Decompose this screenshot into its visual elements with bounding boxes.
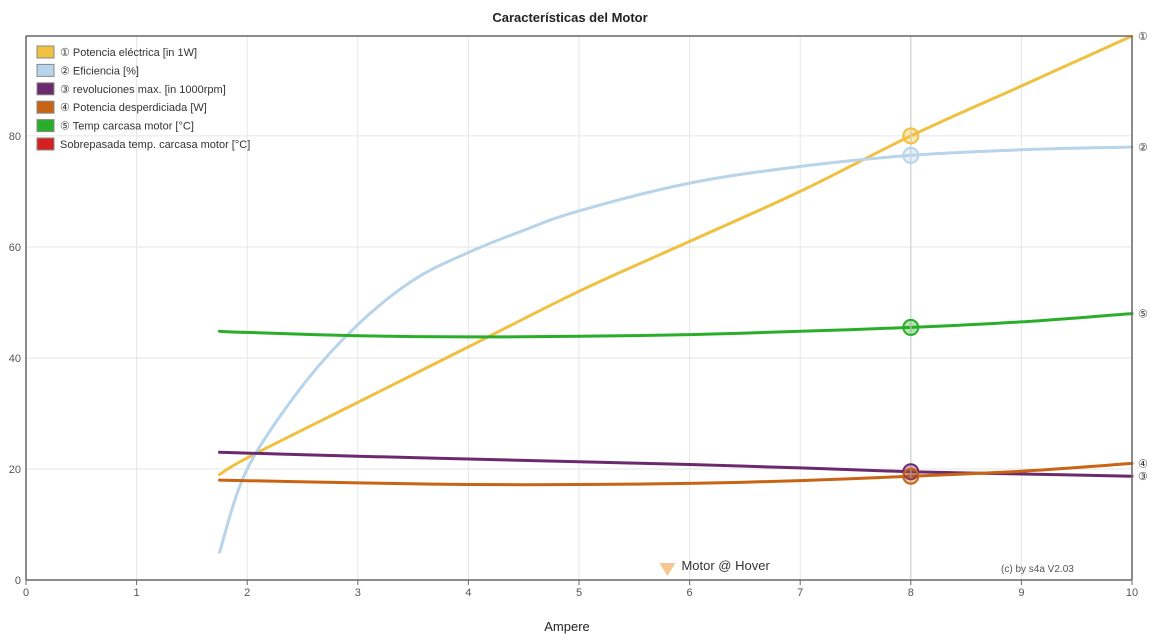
axes: 0 1 2 3 4 5 6 7 8 9 10 0 20 40 60 80 bbox=[9, 35, 1138, 599]
x-tick-label: 9 bbox=[1018, 587, 1024, 599]
legend-swatch bbox=[36, 100, 55, 114]
grid bbox=[26, 36, 1133, 580]
x-tick-label: 8 bbox=[908, 587, 914, 599]
hover-label: Motor @ Hover bbox=[681, 558, 770, 573]
x-tick-label: 7 bbox=[797, 587, 803, 599]
x-tick-label: 0 bbox=[23, 587, 29, 599]
x-tick-label: 5 bbox=[576, 587, 582, 599]
y-tick-label: 60 bbox=[9, 242, 21, 254]
legend-swatch bbox=[36, 82, 55, 96]
legend-swatch bbox=[36, 45, 55, 59]
hover-indicator[interactable]: Motor @ Hover bbox=[659, 558, 770, 576]
hover-point-5 bbox=[902, 318, 920, 336]
y-tick-label: 80 bbox=[9, 131, 21, 143]
legend-item-3[interactable]: ③ revoluciones max. [in 1000rpm] bbox=[36, 82, 226, 96]
legend-label: ① Potencia eléctrica [in 1W] bbox=[60, 47, 197, 59]
series-line-1 bbox=[218, 34, 1134, 476]
legend-item-2[interactable]: ② Eficiencia [%] bbox=[36, 63, 139, 77]
legend-label: Sobrepasada temp. carcasa motor [°C] bbox=[60, 139, 250, 151]
legend-item-1[interactable]: ① Potencia eléctrica [in 1W] bbox=[36, 45, 197, 59]
end-markers: ① ② ③④ ⑤ bbox=[1138, 31, 1148, 483]
x-tick-label: 6 bbox=[687, 587, 693, 599]
hover-point-4 bbox=[902, 467, 920, 485]
legend-swatch bbox=[36, 137, 55, 151]
x-tick-label: 2 bbox=[244, 587, 250, 599]
y-tick-label: 0 bbox=[15, 575, 21, 587]
legend-label: ③ revoluciones max. [in 1000rpm] bbox=[60, 84, 226, 96]
legend-item-6[interactable]: Sobrepasada temp. carcasa motor [°C] bbox=[36, 137, 250, 151]
legend-label: ④ Potencia desperdiciada [W] bbox=[60, 102, 207, 114]
x-tick-label: 1 bbox=[134, 587, 140, 599]
hover-layer bbox=[902, 36, 920, 580]
hover-point-1 bbox=[902, 127, 920, 145]
legend-swatch bbox=[36, 63, 55, 77]
credit-text: (c) by s4a V2.03 bbox=[1001, 564, 1074, 575]
x-tick-label: 3 bbox=[355, 587, 361, 599]
y-tick-label: 20 bbox=[9, 464, 21, 476]
series-line-5 bbox=[218, 312, 1134, 339]
series-end-marker-4: ④ bbox=[1138, 458, 1148, 470]
hover-point-3 bbox=[902, 463, 920, 481]
legend[interactable]: ① Potencia eléctrica [in 1W] ② Eficiencia… bbox=[36, 45, 250, 151]
legend-item-5[interactable]: ⑤ Temp carcasa motor [°C] bbox=[36, 119, 194, 133]
series-line-2 bbox=[218, 145, 1134, 554]
legend-label: ② Eficiencia [%] bbox=[60, 65, 139, 77]
y-tick-label: 40 bbox=[9, 353, 21, 365]
series-line-4 bbox=[218, 461, 1134, 487]
x-tick-label: 4 bbox=[465, 587, 471, 599]
chart-title: Características del Motor bbox=[492, 10, 647, 25]
x-axis-label: Ampere bbox=[544, 619, 590, 634]
series-end-marker-5: ⑤ bbox=[1138, 309, 1148, 321]
legend-item-4[interactable]: ④ Potencia desperdiciada [W] bbox=[36, 100, 207, 114]
series-layer bbox=[218, 34, 1134, 554]
series-end-marker-1: ① bbox=[1138, 31, 1148, 43]
series-end-marker-3: ③ bbox=[1138, 471, 1148, 483]
hover-point-2 bbox=[902, 146, 920, 164]
series-end-marker-2: ② bbox=[1138, 142, 1148, 154]
legend-label: ⑤ Temp carcasa motor [°C] bbox=[60, 121, 194, 133]
x-tick-label: 10 bbox=[1126, 587, 1138, 599]
legend-swatch bbox=[36, 119, 55, 133]
hover-triangle-icon[interactable] bbox=[659, 563, 676, 576]
